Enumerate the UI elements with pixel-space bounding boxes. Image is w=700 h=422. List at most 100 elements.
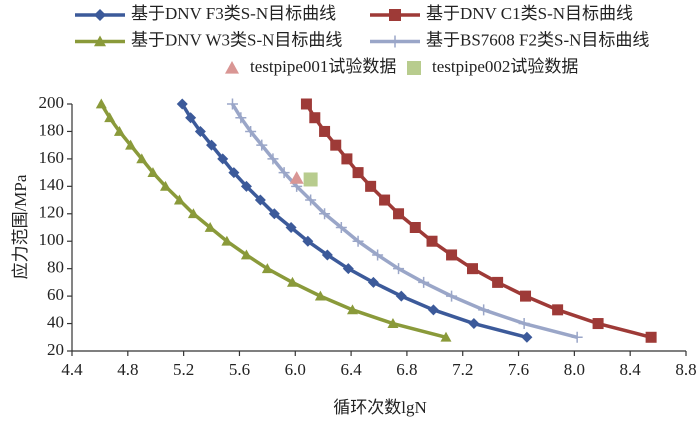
- marker: [319, 208, 331, 220]
- marker: [478, 304, 490, 316]
- marker: [387, 318, 399, 328]
- marker: [446, 290, 458, 302]
- marker: [466, 263, 478, 275]
- marker: [235, 112, 247, 124]
- marker: [395, 290, 407, 302]
- y-tick-label: 20: [47, 340, 64, 359]
- marker: [300, 98, 312, 110]
- y-tick-label: 40: [47, 312, 64, 331]
- legend-label: 基于DNV W3类S-N目标曲线: [131, 30, 342, 49]
- marker: [206, 139, 218, 151]
- legend-label: testpipe001试验数据: [250, 57, 396, 76]
- x-tick-label: 6.0: [285, 360, 306, 379]
- y-tick-label: 100: [39, 230, 65, 249]
- x-tick-label: 4.4: [61, 360, 83, 379]
- series-line: [99, 103, 447, 339]
- x-tick-label: 8.4: [620, 360, 642, 379]
- marker: [268, 208, 280, 220]
- legend-marker: [94, 35, 106, 47]
- y-tick-label: 140: [39, 175, 65, 194]
- marker: [365, 180, 377, 192]
- marker: [147, 167, 159, 178]
- marker: [285, 222, 297, 233]
- marker: [217, 153, 229, 165]
- y-tick-label: 60: [47, 285, 64, 304]
- marker: [305, 194, 317, 206]
- marker: [427, 304, 439, 316]
- marker: [278, 167, 290, 179]
- marker: [254, 194, 266, 206]
- marker: [226, 98, 238, 110]
- marker: [592, 318, 604, 330]
- marker: [352, 167, 364, 179]
- x-tick-label: 5.6: [229, 360, 250, 379]
- legend-marker: [389, 35, 401, 48]
- marker: [393, 208, 405, 220]
- marker: [309, 112, 321, 124]
- x-tick-label: 4.8: [117, 360, 138, 379]
- marker: [187, 208, 199, 219]
- marker: [379, 194, 391, 206]
- y-tick-label: 180: [39, 120, 65, 139]
- marker: [289, 171, 304, 184]
- x-tick-label: 6.4: [340, 360, 362, 379]
- marker: [520, 290, 532, 302]
- marker: [552, 304, 564, 316]
- marker: [440, 331, 452, 342]
- legend-label: 基于BS7608 F2类S-N目标曲线: [426, 30, 649, 49]
- marker: [518, 318, 530, 330]
- marker: [645, 331, 657, 343]
- x-tick-label: 7.2: [452, 360, 473, 379]
- x-tick-label: 8.0: [564, 360, 585, 379]
- marker: [342, 263, 354, 275]
- legend-label: testpipe002试验数据: [432, 57, 578, 76]
- marker: [261, 263, 273, 274]
- marker: [221, 235, 233, 246]
- marker: [267, 153, 279, 165]
- y-tick-label: 200: [39, 93, 65, 112]
- marker: [173, 194, 185, 205]
- marker: [228, 167, 240, 179]
- marker: [341, 153, 353, 165]
- marker: [159, 180, 171, 191]
- series-line: [180, 103, 528, 339]
- marker: [194, 125, 206, 137]
- y-tick-label: 120: [39, 203, 65, 222]
- series-line: [230, 103, 578, 339]
- x-tick-label: 8.8: [675, 360, 696, 379]
- legend-marker: [94, 9, 106, 21]
- marker: [113, 125, 125, 136]
- marker: [176, 98, 188, 110]
- marker: [245, 125, 257, 137]
- marker: [409, 222, 421, 233]
- x-tick-label: 7.6: [508, 360, 529, 379]
- y-tick-label: 80: [47, 258, 64, 277]
- x-tick-label: 5.2: [173, 360, 194, 379]
- marker: [286, 276, 298, 287]
- marker: [303, 172, 318, 187]
- legend-label: 基于DNV C1类S-N目标曲线: [426, 4, 633, 23]
- marker: [521, 331, 533, 343]
- marker: [393, 263, 405, 275]
- marker: [319, 125, 331, 137]
- legend-marker: [225, 61, 239, 74]
- marker: [346, 304, 358, 315]
- marker: [372, 249, 384, 261]
- marker: [136, 153, 148, 164]
- y-tick-label: 160: [39, 148, 65, 167]
- marker: [352, 235, 364, 247]
- marker: [240, 249, 252, 260]
- marker: [492, 276, 504, 288]
- marker: [314, 290, 326, 301]
- marker: [468, 318, 480, 330]
- legend-marker: [407, 61, 421, 75]
- marker: [185, 112, 197, 124]
- legend-marker: [389, 9, 401, 21]
- marker: [426, 235, 438, 247]
- marker: [302, 235, 314, 247]
- marker: [446, 249, 458, 261]
- marker: [256, 139, 268, 151]
- marker: [335, 222, 347, 233]
- marker: [367, 276, 379, 288]
- marker: [95, 98, 107, 109]
